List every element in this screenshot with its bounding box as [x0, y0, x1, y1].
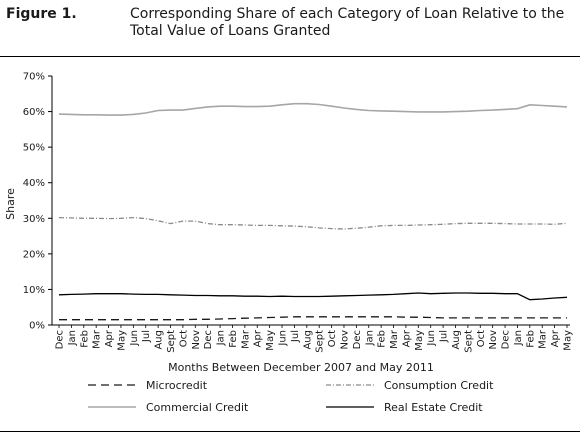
x-tick-label: Sept: [463, 330, 474, 353]
line-chart: 0%10%20%30%40%50%60%70% Dec Jan Feb Mar Apr M…: [4, 72, 574, 415]
x-tick-label: May: [265, 330, 276, 351]
figure-label: Figure 1.: [6, 6, 77, 22]
x-tick-label: Aug: [451, 330, 462, 350]
series-line-commercial-credit: [58, 102, 568, 116]
series-line-real-estate-credit: [58, 292, 568, 301]
x-tick-label: Jan: [364, 330, 375, 346]
series-line-microcredit: [59, 316, 567, 321]
x-tick-label: Jun: [278, 330, 289, 347]
figure-title: Corresponding Share of each Category of …: [130, 6, 565, 39]
x-axis: Dec Jan Feb Mar Apr May Jun Jul Aug Sept Oct Nov Dec…: [52, 324, 574, 353]
y-tick-label: 30%: [23, 214, 45, 225]
x-tick-label: Aug: [302, 330, 313, 350]
x-tick-label: Sept: [166, 330, 177, 353]
x-tick-label: Aug: [154, 330, 165, 350]
legend: Microcredit Consumption Credit Commercial …: [88, 379, 494, 414]
x-tick-label: Jan: [67, 330, 78, 346]
x-tick-label: Nov: [488, 330, 499, 350]
x-tick-label: May: [563, 330, 574, 351]
y-tick-label: 50%: [23, 143, 45, 154]
legend-label-microcredit: Microcredit: [146, 379, 208, 392]
y-tick-label: 70%: [23, 72, 45, 83]
x-tick-label: Jul: [141, 330, 152, 343]
legend-label-real-estate-credit: Real Estate Credit: [384, 401, 483, 414]
legend-label-commercial-credit: Commercial Credit: [146, 401, 249, 414]
x-tick-label: Jun: [426, 330, 437, 347]
x-tick-label: Apr: [253, 329, 264, 347]
x-tick-label: Nov: [339, 330, 350, 350]
bottom-rule: [0, 431, 580, 432]
y-axis: 0% 10% 20% 30% 40% 50% 60% 70%: [23, 72, 53, 332]
x-tick-label: Feb: [228, 330, 239, 348]
legend-label-consumption-credit: Consumption Credit: [384, 379, 494, 392]
x-tick-label: Feb: [377, 330, 388, 348]
x-tick-label: Oct: [476, 330, 487, 347]
x-tick-label: Mar: [240, 329, 251, 349]
x-tick-label: Dec: [352, 330, 363, 349]
y-tick-label: 20%: [23, 249, 45, 260]
series-line-consumption-credit: [58, 216, 568, 230]
y-tick-label: 60%: [23, 107, 45, 118]
x-tick-label: Sept: [315, 330, 326, 353]
x-tick-label: Jan: [513, 330, 524, 346]
x-tick-label: Nov: [191, 330, 202, 350]
x-tick-label: Apr: [550, 329, 561, 347]
x-tick-label: Apr: [104, 329, 115, 347]
x-tick-label: May: [116, 330, 127, 351]
x-tick-label: Feb: [525, 330, 536, 348]
series-group: [58, 102, 568, 321]
x-tick-label: Jul: [439, 330, 450, 343]
x-tick-label: Dec: [203, 330, 214, 349]
x-tick-label: Apr: [401, 329, 412, 347]
x-tick-label: Dec: [501, 330, 512, 349]
x-tick-label: Jan: [216, 330, 227, 346]
top-rule: [0, 56, 580, 57]
x-tick-label: Mar: [389, 329, 400, 349]
x-tick-label: Mar: [538, 329, 549, 349]
x-tick-label: Mar: [92, 329, 103, 349]
x-tick-label: Jul: [290, 330, 301, 343]
x-axis-label: Months Between December 2007 and May 201…: [168, 361, 434, 374]
x-tick-label: Oct: [178, 330, 189, 347]
y-tick-label: 0%: [29, 321, 45, 332]
y-tick-label: 10%: [23, 285, 45, 296]
x-tick-label: Dec: [55, 330, 66, 349]
x-tick-label: Oct: [327, 330, 338, 347]
y-tick-label: 40%: [23, 178, 45, 189]
x-tick-label: Jun: [129, 330, 140, 347]
x-tick-label: Feb: [79, 330, 90, 348]
x-tick-label: May: [414, 330, 425, 351]
y-axis-label: Share: [4, 188, 17, 220]
